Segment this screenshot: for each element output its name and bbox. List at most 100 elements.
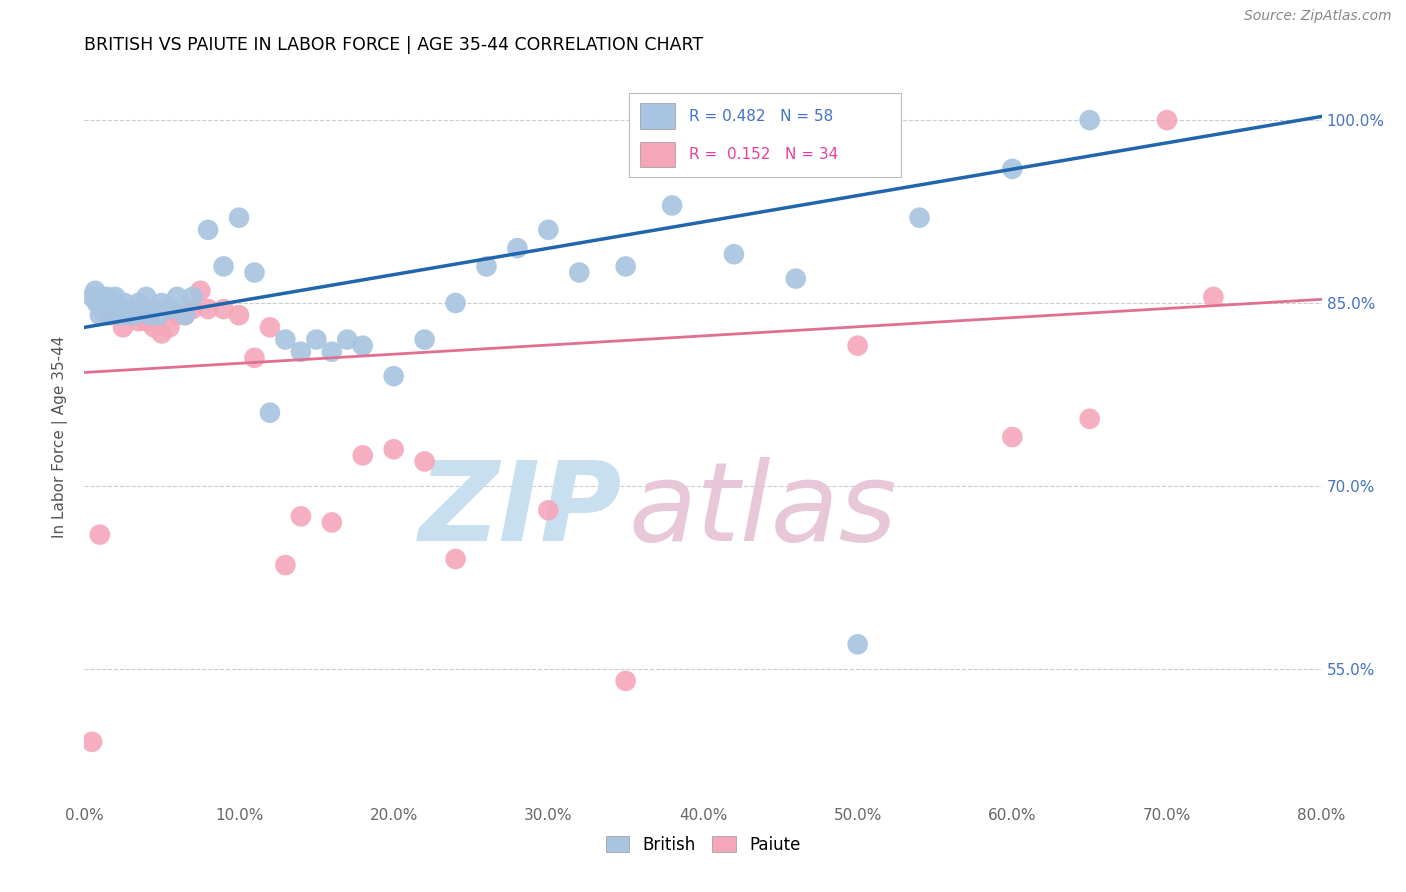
Point: [614, 260, 637, 274]
Legend: British, Paiute: British, Paiute: [599, 829, 807, 860]
Point: [128, 314, 150, 328]
Point: [1078, 113, 1101, 128]
Point: [259, 320, 281, 334]
Point: [212, 302, 235, 317]
Point: [846, 637, 869, 651]
Text: R = 0.482   N = 58: R = 0.482 N = 58: [689, 109, 832, 123]
Point: [166, 290, 188, 304]
Point: [188, 284, 212, 298]
Point: [382, 442, 405, 457]
Point: [723, 247, 745, 261]
Point: [114, 296, 136, 310]
Point: [128, 296, 150, 310]
Point: [382, 369, 405, 384]
Point: [159, 302, 181, 317]
Point: [321, 516, 343, 530]
Point: [181, 302, 204, 317]
Point: [413, 333, 436, 347]
Point: [614, 673, 637, 688]
Point: [908, 211, 931, 225]
Point: [82, 735, 104, 749]
Text: BRITISH VS PAIUTE IN LABOR FORCE | AGE 35-44 CORRELATION CHART: BRITISH VS PAIUTE IN LABOR FORCE | AGE 3…: [84, 36, 703, 54]
Point: [93, 302, 115, 317]
Point: [100, 308, 122, 322]
Point: [1078, 412, 1101, 426]
Point: [143, 302, 166, 317]
Text: Source: ZipAtlas.com: Source: ZipAtlas.com: [1244, 9, 1392, 23]
Point: [846, 339, 869, 353]
Point: [243, 351, 266, 365]
Point: [197, 223, 219, 237]
Point: [321, 344, 343, 359]
Point: [274, 333, 297, 347]
Point: [90, 302, 112, 317]
Point: [101, 296, 124, 310]
Point: [94, 296, 117, 310]
Y-axis label: In Labor Force | Age 35-44: In Labor Force | Age 35-44: [52, 336, 69, 538]
Point: [89, 308, 111, 322]
Point: [174, 308, 197, 322]
Point: [91, 290, 114, 304]
Point: [97, 308, 120, 322]
Point: [110, 302, 132, 317]
Point: [290, 509, 312, 524]
Point: [197, 302, 219, 317]
Point: [135, 314, 157, 328]
Point: [1001, 430, 1024, 444]
Point: [148, 308, 170, 322]
Point: [98, 302, 121, 317]
Point: [159, 320, 181, 334]
Point: [336, 333, 359, 347]
Point: [143, 320, 166, 334]
Text: ZIP: ZIP: [419, 457, 623, 564]
Point: [259, 406, 281, 420]
Point: [785, 271, 807, 285]
Point: [228, 308, 250, 322]
Point: [87, 290, 110, 304]
Text: atlas: atlas: [628, 457, 897, 564]
Point: [568, 266, 591, 280]
Point: [352, 449, 374, 463]
Point: [475, 260, 498, 274]
Point: [352, 339, 374, 353]
Point: [82, 290, 104, 304]
Point: [444, 552, 467, 566]
Point: [413, 454, 436, 468]
Point: [228, 211, 250, 225]
Point: [117, 308, 139, 322]
Point: [444, 296, 467, 310]
Point: [138, 308, 160, 322]
Point: [537, 223, 560, 237]
Point: [243, 266, 266, 280]
Point: [181, 290, 204, 304]
Point: [174, 308, 197, 322]
Bar: [640, 103, 675, 128]
Point: [212, 260, 235, 274]
Point: [537, 503, 560, 517]
Point: [150, 326, 173, 341]
Point: [166, 308, 188, 322]
Point: [132, 302, 155, 317]
Point: [135, 290, 157, 304]
Point: [104, 290, 127, 304]
Point: [290, 344, 312, 359]
Point: [661, 198, 683, 212]
Point: [103, 302, 125, 317]
Point: [305, 333, 328, 347]
Point: [104, 308, 127, 322]
Point: [97, 290, 120, 304]
Point: [1202, 290, 1225, 304]
Text: R =  0.152   N = 34: R = 0.152 N = 34: [689, 147, 838, 162]
Point: [506, 241, 529, 255]
Point: [86, 296, 108, 310]
Point: [1156, 113, 1178, 128]
Point: [274, 558, 297, 573]
Point: [122, 308, 145, 322]
Point: [150, 296, 173, 310]
Point: [120, 308, 142, 322]
Point: [120, 302, 142, 317]
Point: [89, 527, 111, 541]
Point: [1001, 161, 1024, 176]
Bar: [640, 142, 675, 168]
Point: [84, 284, 107, 298]
